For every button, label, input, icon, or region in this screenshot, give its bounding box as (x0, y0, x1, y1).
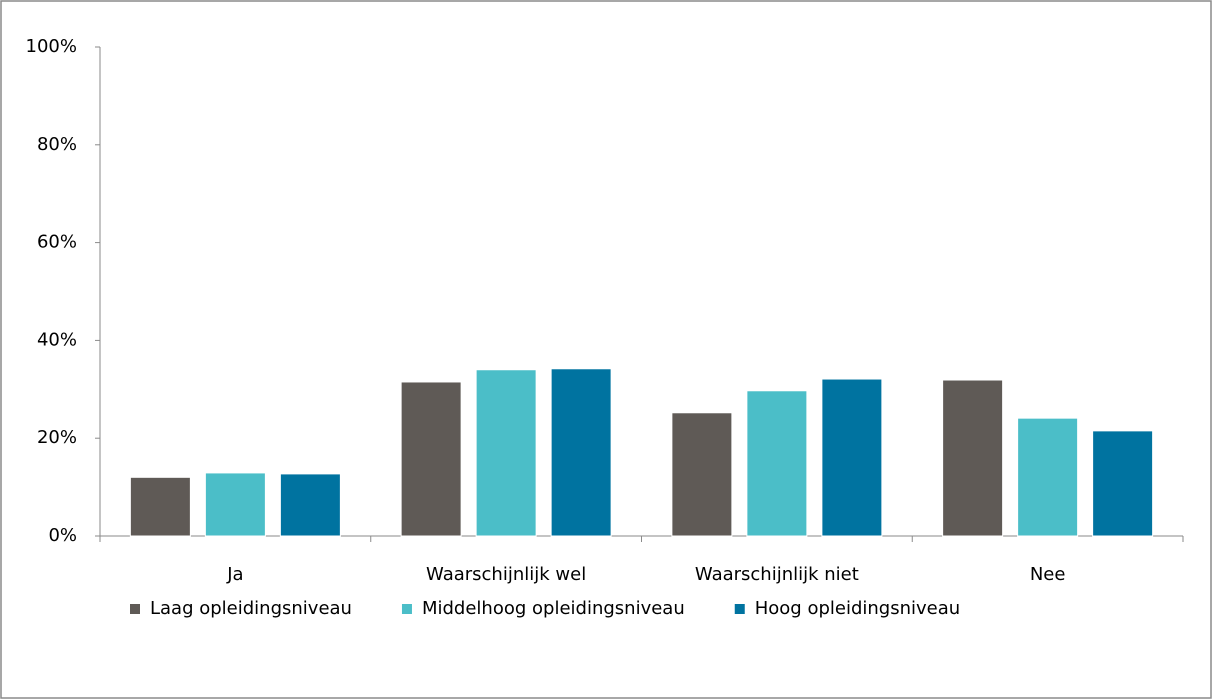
bar (746, 390, 808, 537)
bar (1017, 417, 1079, 537)
bar (671, 412, 733, 537)
y-tick-label: 0% (48, 525, 77, 546)
y-tick-label: 40% (37, 329, 77, 350)
legend-label: Laag opleidingsniveau (150, 598, 352, 619)
bar (1092, 430, 1154, 537)
bar (400, 381, 462, 537)
bar (279, 473, 341, 537)
x-tick-label: Waarschijnlijk niet (695, 564, 859, 585)
bar (550, 368, 612, 537)
legend-swatch (734, 604, 745, 614)
y-tick-label: 100% (26, 36, 77, 57)
legend-label: Hoog opleidingsniveau (755, 598, 960, 619)
y-tick-label: 20% (37, 427, 77, 448)
bar (129, 476, 191, 537)
y-tick-label: 80% (37, 134, 77, 155)
legend-swatch (130, 604, 140, 614)
x-tick-label: Waarschijnlijk wel (426, 564, 586, 585)
bar (475, 369, 537, 537)
legend-swatch (401, 604, 412, 614)
x-tick-label: Ja (226, 564, 243, 585)
bar (942, 379, 1004, 537)
bar (204, 472, 266, 537)
y-tick-label: 60% (37, 232, 77, 253)
x-tick-label: Nee (1030, 564, 1066, 585)
bar (821, 378, 883, 537)
legend-label: Middelhoog opleidingsniveau (422, 598, 685, 619)
